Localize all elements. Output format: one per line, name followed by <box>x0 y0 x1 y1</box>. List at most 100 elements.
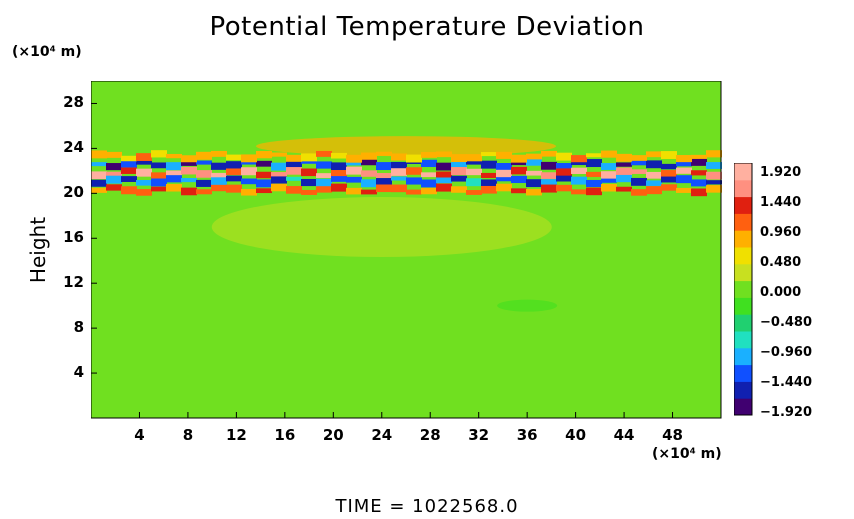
band-segment <box>676 187 692 193</box>
band-segment <box>556 152 572 161</box>
band-3 <box>91 183 722 197</box>
y-tick-label: 8 <box>73 318 84 337</box>
band-segment <box>556 175 572 182</box>
band-segment <box>241 188 257 196</box>
band-segment <box>181 187 197 196</box>
band-segment <box>316 173 332 178</box>
band-segment <box>691 179 707 187</box>
band-segment <box>106 171 122 177</box>
band-segment <box>256 188 272 194</box>
band-segment <box>121 155 137 162</box>
band-segment <box>301 153 317 162</box>
band-segment <box>691 188 707 197</box>
band-segment <box>226 161 242 170</box>
band-segment <box>271 172 287 177</box>
band-segment <box>451 154 467 163</box>
band-segment <box>211 150 227 157</box>
band-segment <box>376 178 392 186</box>
band-segment <box>631 177 647 186</box>
band-segment <box>586 153 602 158</box>
band-segment <box>106 175 122 184</box>
band-segment <box>106 184 122 191</box>
band-segment <box>661 184 677 191</box>
band-segment <box>121 167 137 174</box>
band-segment <box>556 184 572 192</box>
band-segment <box>601 183 617 192</box>
band-segment <box>691 154 707 159</box>
band-segment <box>601 171 617 179</box>
band-segment <box>256 151 272 159</box>
band-segment <box>466 168 482 176</box>
band-segment <box>481 172 497 178</box>
band-segment <box>136 179 152 186</box>
band-segment <box>481 185 497 194</box>
band-segment <box>691 170 707 176</box>
band-segment <box>376 151 392 156</box>
y-tick-label: 24 <box>63 138 84 157</box>
band-segment <box>706 185 722 193</box>
x-tick-label: 40 <box>565 426 586 444</box>
band-segment <box>286 186 302 194</box>
band-segment <box>376 172 392 178</box>
band-segment <box>541 179 557 185</box>
band-segment <box>511 175 527 184</box>
band-segment <box>211 184 227 192</box>
y-tick-label: 12 <box>63 273 84 292</box>
band-segment <box>601 178 617 183</box>
band-segment <box>646 180 662 186</box>
band-segment <box>301 189 317 195</box>
field-patch <box>497 299 558 312</box>
colorbar: 1.920 1.440 0.960 0.480 0.000 −0.480 −0.960 −1.… <box>734 163 812 420</box>
band-segment <box>511 154 527 163</box>
band-segment <box>301 178 317 187</box>
band-segment <box>346 166 362 175</box>
band-segment <box>571 167 587 174</box>
band-segment <box>421 172 437 178</box>
band-segment <box>466 154 482 162</box>
band-segment <box>436 151 452 158</box>
band-segment <box>661 163 677 170</box>
band-segment <box>646 151 662 158</box>
band-segment <box>541 184 557 193</box>
band-segment <box>106 151 122 158</box>
band-segment <box>196 179 212 187</box>
band-segment <box>181 158 197 166</box>
band-segment <box>676 167 692 174</box>
band-segment <box>211 177 227 186</box>
band-segment <box>496 177 512 182</box>
band-segment <box>121 176 137 182</box>
band-segment <box>631 189 647 196</box>
band-segment <box>511 160 527 166</box>
band-segment <box>556 168 572 177</box>
colorbar-swatch <box>734 398 752 416</box>
band-segment <box>151 178 167 187</box>
band-segment <box>601 150 617 158</box>
band-segment <box>91 171 107 180</box>
band-segment <box>706 171 722 180</box>
band-segment <box>616 186 632 192</box>
band-segment <box>286 154 302 162</box>
band-segment <box>406 177 422 185</box>
band-segment <box>226 175 242 182</box>
band-segment <box>211 172 227 178</box>
band-segment <box>436 171 452 179</box>
band-segment <box>691 157 707 166</box>
band-segment <box>586 179 602 187</box>
band-4 <box>91 150 722 163</box>
band-segment <box>706 180 722 185</box>
band-segment <box>646 186 662 195</box>
band-segment <box>196 170 212 178</box>
x-tick-label: 12 <box>226 426 247 444</box>
band-segment <box>241 167 257 176</box>
band-segment <box>361 170 377 177</box>
band-segment <box>511 188 527 194</box>
band-segment <box>301 159 317 164</box>
band-segment <box>226 168 242 175</box>
band-segment <box>511 166 527 175</box>
band-segment <box>256 160 272 167</box>
colorbar-swatch <box>734 230 752 248</box>
x-tick-label: 24 <box>371 426 392 444</box>
band-segment <box>496 162 512 170</box>
band-segment <box>286 160 302 168</box>
plot-frame <box>91 81 722 419</box>
